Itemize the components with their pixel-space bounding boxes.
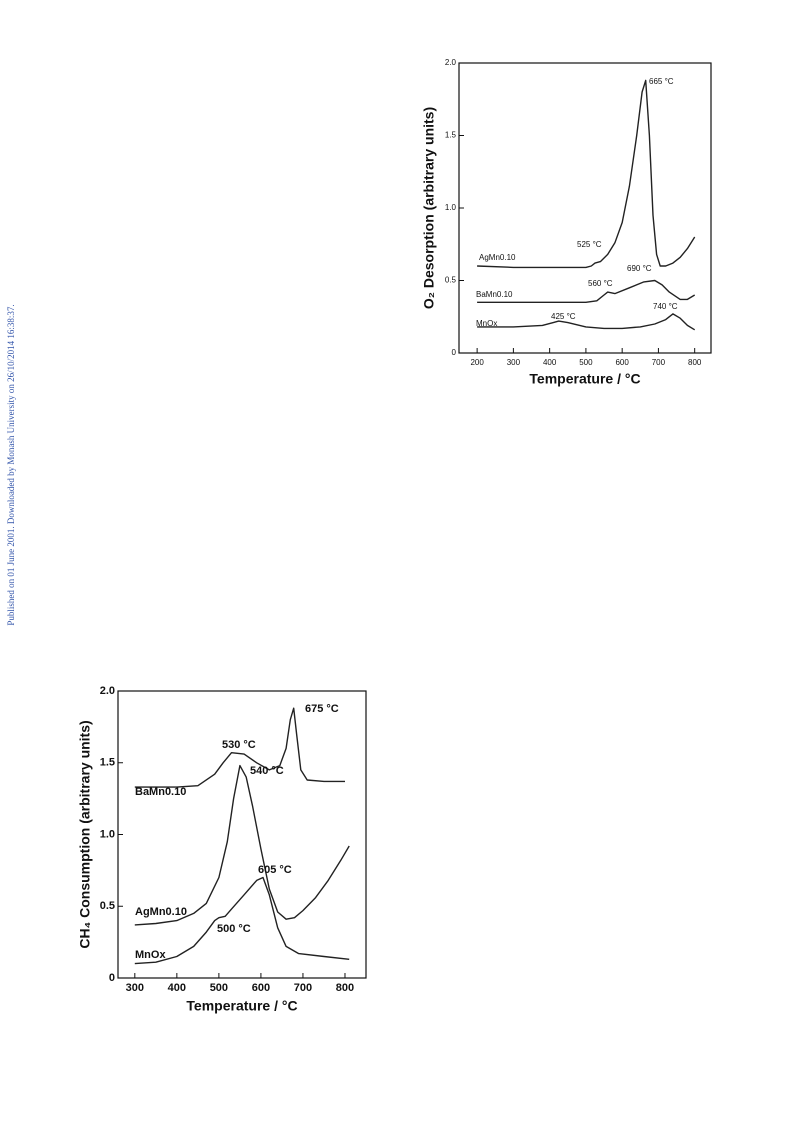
annotation: 525 °C	[577, 240, 602, 249]
y-tick-label: 0	[109, 972, 115, 984]
y-tick-label: 2.0	[445, 58, 457, 67]
sidebar-note: Published on 01 June 2001. Downloaded by…	[6, 304, 16, 625]
y-tick-label: 0.5	[100, 900, 115, 912]
annotation: 540 °C	[250, 765, 284, 777]
series-label: AgMn0.10	[135, 906, 187, 918]
x-tick-label: 600	[615, 358, 629, 367]
plot-frame	[117, 690, 367, 979]
data-line	[477, 313, 696, 331]
series-label: AgMn0.10	[479, 253, 516, 262]
series-label: BaMn0.10	[476, 290, 513, 299]
x-tick-label: 600	[252, 982, 270, 994]
annotation: 690 °C	[627, 264, 652, 273]
y-tick-label: 1.5	[100, 757, 115, 769]
annotation: 665 °C	[649, 77, 674, 86]
x-tick-label: 400	[543, 358, 557, 367]
annotation: 425 °C	[551, 312, 576, 321]
series-label: MnOx	[135, 949, 166, 961]
x-tick-label: 300	[126, 982, 144, 994]
x-axis-label: Temperature / °C	[186, 998, 297, 1014]
data-line	[477, 79, 696, 269]
y-tick-label: 1.0	[445, 203, 457, 212]
y-axis-label: O₂ Desorption (arbitrary units)	[421, 107, 437, 309]
series-label: MnOx	[476, 319, 497, 328]
y-tick-label: 0.5	[445, 276, 457, 285]
annotation: 500 °C	[217, 923, 251, 935]
x-tick-label: 800	[336, 982, 354, 994]
x-tick-label: 500	[210, 982, 228, 994]
x-axis-label: Temperature / °C	[529, 371, 640, 387]
data-line	[134, 876, 350, 965]
annotation: 740 °C	[653, 302, 678, 311]
annotation: 675 °C	[305, 703, 339, 715]
annotation: 560 °C	[588, 279, 613, 288]
x-tick-label: 700	[294, 982, 312, 994]
annotation: 605 °C	[258, 864, 292, 876]
series-label: BaMn0.10	[135, 786, 186, 798]
y-tick-label: 2.0	[100, 685, 115, 697]
x-tick-label: 400	[168, 982, 186, 994]
x-tick-label: 700	[652, 358, 666, 367]
x-tick-label: 800	[688, 358, 702, 367]
y-tick-label: 0	[452, 348, 457, 357]
y-tick-label: 1.5	[445, 131, 457, 140]
data-line	[477, 279, 696, 303]
x-tick-label: 200	[470, 358, 484, 367]
data-line	[134, 707, 345, 788]
data-line	[134, 764, 350, 926]
annotation: 530 °C	[222, 739, 256, 751]
y-axis-label: CH₄ Consumption (arbitrary units)	[77, 720, 93, 948]
y-tick-label: 1.0	[100, 828, 115, 840]
x-tick-label: 500	[579, 358, 593, 367]
x-tick-label: 300	[507, 358, 521, 367]
